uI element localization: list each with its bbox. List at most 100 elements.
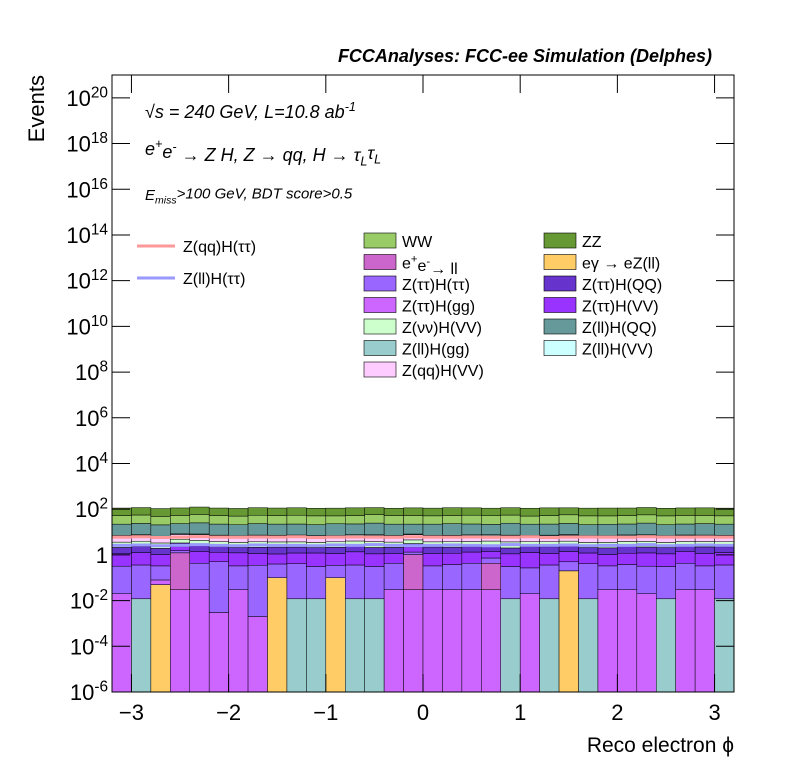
legend-swatch (543, 254, 577, 270)
bar-segment (267, 523, 288, 536)
legend-label: Z(ll)H(ττ) (183, 271, 245, 288)
y-tick-label: 102​ (75, 496, 108, 522)
y-tick-label: 108​ (75, 359, 108, 385)
bar-segment (383, 523, 404, 536)
bar-segment (656, 553, 676, 567)
bar-segment (578, 563, 599, 600)
legend-swatch (363, 340, 397, 356)
bar-segment (267, 563, 288, 578)
bar-segment (597, 515, 618, 525)
bar-segment (131, 564, 152, 600)
bar-segment (481, 563, 501, 590)
bar-segment (131, 523, 152, 535)
bar-segment (714, 523, 735, 536)
x-tick-label: 0 (417, 700, 429, 725)
bar-segment (636, 593, 657, 693)
bar-segment (578, 515, 599, 525)
bar-segment (694, 553, 715, 567)
bar-segment (675, 507, 696, 516)
bar-segment (383, 563, 404, 590)
bar-segment (578, 547, 599, 554)
bar-segment (247, 507, 268, 516)
bar-segment (111, 593, 132, 693)
bar-segment (500, 507, 521, 516)
bar-segment (208, 523, 229, 536)
legend-swatch (363, 275, 397, 292)
bar-segment (539, 523, 560, 536)
bar-segment (306, 515, 327, 525)
bar-segment (422, 546, 443, 554)
bar-segment (364, 514, 385, 524)
bar-segment (111, 547, 132, 555)
annotation: e+e- → Z H, Z → qq, H → τLτL​ (145, 137, 381, 168)
bar-segment (597, 523, 618, 536)
bar-segment (500, 514, 521, 524)
legend-swatch (363, 318, 397, 335)
bar-segment (481, 557, 501, 564)
bar-segment (189, 545, 210, 552)
bar-segment (170, 552, 190, 590)
bar-segment (208, 561, 229, 613)
bar-segment (364, 507, 385, 515)
bar-segment (675, 546, 696, 552)
bar-segment (189, 506, 210, 515)
bar-segment (403, 515, 424, 525)
bar-segment (150, 548, 171, 555)
legend-label: Z(ττ)H(VV) (582, 299, 659, 316)
bar-segment (345, 507, 365, 516)
bar-segment (267, 553, 288, 565)
bar-segment (150, 579, 171, 585)
bar-segment (461, 563, 482, 590)
bar-segment (247, 565, 268, 617)
bar-segment (286, 523, 307, 536)
bar-segment (111, 515, 132, 525)
y-tick-label: 1014​ (66, 221, 108, 247)
bar-segment (286, 598, 307, 693)
bar-segment (558, 514, 579, 524)
bar-segment (558, 551, 579, 563)
bar-segment (558, 561, 579, 572)
bar-segment (170, 550, 190, 554)
bar-segment (325, 523, 346, 536)
bar-segment (150, 508, 171, 517)
bar-segment (345, 523, 365, 535)
bar-segment (267, 507, 288, 516)
legend-label: Z(ll)H(VV) (582, 342, 653, 359)
bar-segment (228, 508, 249, 517)
bar-segment (656, 598, 676, 693)
bar-segment (286, 507, 307, 516)
bar-segment (189, 522, 210, 535)
legend-label: eγ → eZ(ll) (582, 256, 660, 273)
x-axis-label: Reco electron ϕ (587, 734, 734, 757)
y-tick-label: 10-4​ (70, 633, 109, 659)
bar-segment (170, 507, 190, 516)
bar-segment (481, 515, 501, 525)
bar-segment (286, 514, 307, 525)
bar-segment (247, 523, 268, 536)
bar-segment (442, 515, 463, 524)
bar-segment (500, 598, 521, 693)
y-tick-label: 1016​ (66, 176, 108, 202)
bar-segment (422, 515, 443, 525)
bar-segment (617, 564, 638, 590)
bar-segment (714, 564, 735, 600)
bar-segment (306, 566, 327, 600)
bar-segment (675, 563, 696, 590)
bar-segment (383, 515, 404, 525)
bar-segment (150, 516, 171, 526)
bar-segment (714, 598, 735, 693)
chart-title: FCCAnalyses: FCC-ee Simulation (Delphes) (338, 46, 712, 66)
y-tick-label: 1 (96, 543, 108, 568)
bar-segment (442, 564, 463, 590)
bar-segment (558, 545, 579, 552)
bar-segment (111, 565, 132, 594)
bar-segment (617, 515, 638, 525)
bar-segment (228, 552, 249, 567)
y-tick-label: 1020​ (66, 84, 108, 110)
bar-segment (694, 589, 715, 693)
y-axis-label: Events (24, 75, 49, 142)
legend-label: ZZ (582, 234, 602, 251)
y-tick-label: 106​ (75, 404, 108, 430)
bar-segment (675, 515, 696, 525)
bar-segment (150, 524, 171, 537)
